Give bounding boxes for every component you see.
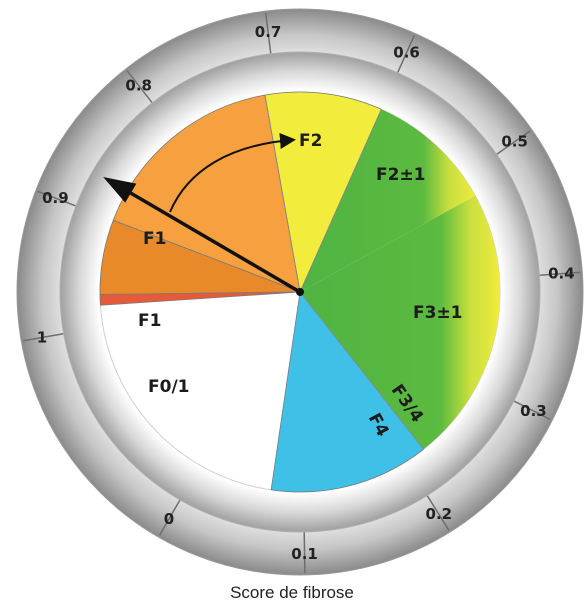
pointer-hub bbox=[296, 288, 304, 296]
scale-tick-line bbox=[23, 332, 66, 342]
scale-tick-line bbox=[37, 190, 79, 208]
scale-tick-line bbox=[126, 70, 155, 105]
scale-tick-label: 0.7 bbox=[255, 23, 282, 41]
segment-label-f2-pm1: F2±1 bbox=[376, 165, 426, 185]
pointer-shaft bbox=[129, 191, 301, 294]
scale-tick-label: 0.8 bbox=[125, 77, 152, 95]
scale-tick-line bbox=[396, 34, 415, 75]
scale-tick-line bbox=[511, 399, 551, 421]
score-segments bbox=[99, 91, 500, 493]
scale-tick-label: 0.3 bbox=[520, 402, 547, 420]
scale-tick-label: 0.4 bbox=[548, 265, 575, 283]
segment-f2 bbox=[300, 109, 476, 292]
segment-label-f2: F2 bbox=[299, 131, 322, 151]
scale-tick-label: 0.5 bbox=[501, 133, 528, 151]
segment-f0-1 bbox=[270, 291, 425, 493]
scale-tick-label: 0 bbox=[164, 510, 174, 528]
score-pointer bbox=[103, 176, 304, 296]
scale-tick-label: 0.2 bbox=[426, 505, 453, 523]
segment-label-f0-1: F0/1 bbox=[148, 377, 189, 397]
scale-tick-label: 0.9 bbox=[42, 189, 69, 207]
segment-f4 bbox=[99, 291, 301, 306]
segment-f1 bbox=[300, 195, 500, 450]
scale-tick-line bbox=[158, 497, 182, 536]
segment-label-f3-pm1: F3±1 bbox=[413, 303, 463, 323]
segment-divider bbox=[264, 95, 301, 293]
scale-tick-label: 0.6 bbox=[393, 44, 420, 62]
pointer-arrowhead bbox=[103, 176, 137, 203]
scale-tick-line bbox=[537, 271, 581, 277]
scale-tick-line bbox=[265, 13, 272, 56]
scale-tick-line bbox=[303, 529, 306, 573]
f1-to-f2-curved-arrow bbox=[169, 132, 296, 213]
segment-label-f1-upper: F1 bbox=[143, 229, 166, 249]
scale-tick-labels: 0 0.1 0.2 0.3 0.4 0.5 0.6 0.7 0.8 0.9 1 bbox=[37, 23, 575, 563]
gauge-caption: Score de fibrose bbox=[230, 583, 354, 602]
segment-divider bbox=[299, 291, 424, 450]
scale-tick-label: 0.1 bbox=[291, 545, 318, 563]
scale-tick-lines bbox=[23, 13, 581, 573]
scale-tick-label: 1 bbox=[37, 328, 47, 346]
scale-tick-line bbox=[494, 130, 531, 157]
scale-tick-line bbox=[425, 493, 450, 531]
segment-divider bbox=[299, 109, 382, 293]
segment-f3-1 bbox=[112, 94, 301, 293]
segment-label-f1-lower: F1 bbox=[138, 311, 161, 331]
